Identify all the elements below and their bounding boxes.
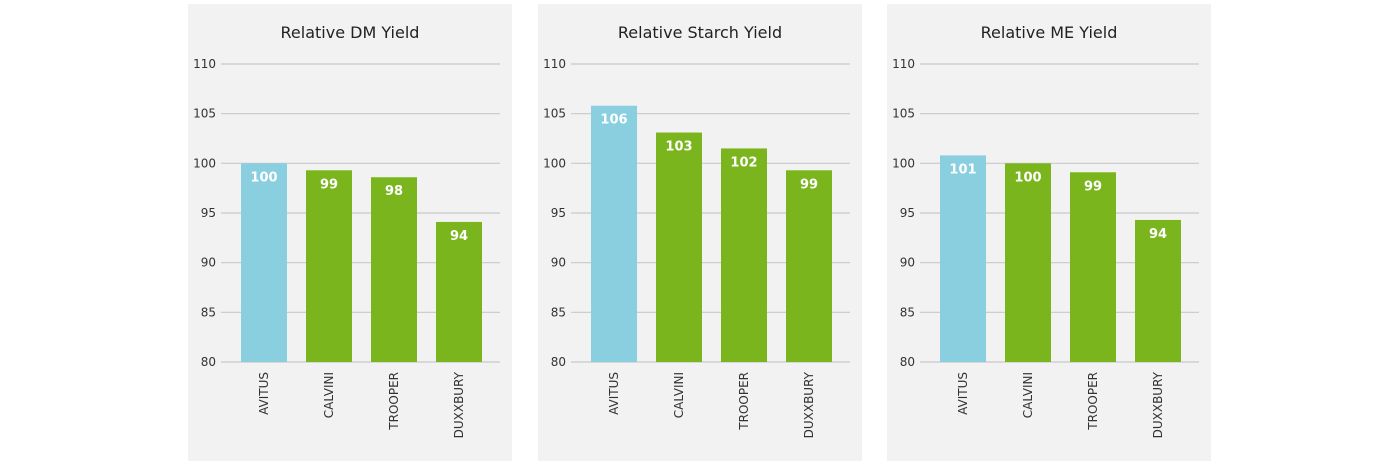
chart-svg: Relative ME Yield 80 85 90 95 100 105 110 101 AVI…	[892, 23, 1199, 438]
y-tick-label: 95	[201, 206, 216, 220]
x-tick-label: TROOPER	[387, 372, 401, 431]
bar-calvini	[306, 170, 352, 362]
bar-duxxbury	[1135, 219, 1181, 362]
y-tick-label: 110	[892, 57, 915, 71]
y-tick-label: 90	[900, 256, 915, 270]
y-tick-label: 105	[193, 107, 216, 121]
data-label: 101	[949, 162, 976, 177]
y-tick-label: 95	[900, 206, 915, 220]
y-tick-label: 85	[201, 305, 216, 319]
y-tick-label: 110	[543, 57, 566, 71]
y-tick-label: 105	[892, 107, 915, 121]
y-tick-label: 85	[900, 305, 915, 319]
chart-panel-starch-yield: Relative Starch Yield 80 85 90 95 100 105 110 10…	[538, 4, 862, 461]
x-tick-label: DUXXBURY	[452, 371, 466, 438]
chart-svg: Relative Starch Yield 80 85 90 95 100 105 110 10…	[543, 23, 850, 438]
bar-calvini	[1005, 163, 1051, 362]
chart-title: Relative Starch Yield	[618, 23, 782, 42]
x-tick-label: AVITUS	[257, 372, 271, 415]
y-tick-label: 100	[892, 156, 915, 170]
y-tick-label: 105	[543, 107, 566, 121]
chart-title: Relative DM Yield	[281, 23, 420, 42]
bar-trooper	[721, 148, 767, 362]
bar-calvini	[656, 132, 702, 362]
chart-panel-me-yield: Relative ME Yield 80 85 90 95 100 105 110 101 AVI…	[887, 4, 1211, 461]
x-tick-label: TROOPER	[1086, 372, 1100, 431]
data-label: 102	[730, 155, 757, 170]
bar-duxxbury	[436, 221, 482, 362]
x-tick-label: AVITUS	[607, 372, 621, 415]
x-tick-label: DUXXBURY	[1151, 371, 1165, 438]
y-tick-label: 80	[201, 355, 216, 369]
data-label: 99	[1084, 179, 1102, 194]
x-tick-label: AVITUS	[956, 372, 970, 415]
y-tick-label: 90	[551, 256, 566, 270]
x-tick-label: CALVINI	[672, 372, 686, 418]
y-tick-label: 85	[551, 305, 566, 319]
y-tick-label: 90	[201, 256, 216, 270]
data-label: 106	[600, 113, 627, 128]
x-tick-label: CALVINI	[322, 372, 336, 418]
y-tick-label: 80	[551, 355, 566, 369]
bar-avitus	[591, 105, 637, 362]
data-label: 99	[800, 177, 818, 192]
y-tick-label: 80	[900, 355, 915, 369]
chart-title: Relative ME Yield	[981, 23, 1118, 42]
bar-avitus	[241, 163, 287, 362]
x-tick-label: DUXXBURY	[802, 371, 816, 438]
bar-avitus	[940, 155, 986, 362]
x-tick-label: TROOPER	[737, 372, 751, 431]
y-tick-label: 100	[193, 156, 216, 170]
data-label: 94	[450, 229, 468, 244]
x-tick-label: CALVINI	[1021, 372, 1035, 418]
chart-panel-dm-yield: Relative DM Yield 80 85 90 95 100 105 110 100 AVI…	[188, 4, 512, 461]
data-label: 100	[1014, 170, 1041, 185]
bar-duxxbury	[786, 170, 832, 362]
chart-svg: Relative DM Yield 80 85 90 95 100 105 110 100 AVI…	[193, 23, 500, 438]
y-tick-label: 95	[551, 206, 566, 220]
bar-trooper	[371, 177, 417, 362]
y-tick-label: 100	[543, 156, 566, 170]
data-label: 99	[320, 177, 338, 192]
bar-trooper	[1070, 172, 1116, 362]
data-label: 98	[385, 184, 403, 199]
data-label: 103	[665, 140, 692, 155]
data-label: 100	[250, 170, 277, 185]
y-tick-label: 110	[193, 57, 216, 71]
data-label: 94	[1149, 227, 1167, 242]
